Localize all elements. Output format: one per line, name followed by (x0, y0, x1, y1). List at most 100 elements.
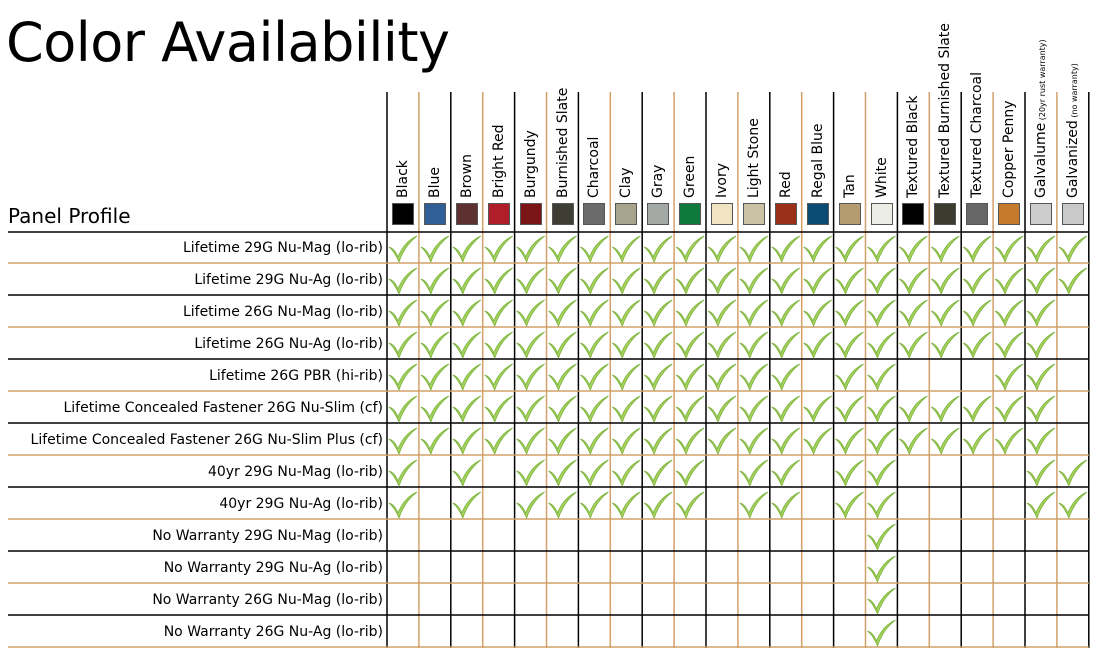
checkmark-icon (994, 395, 1024, 424)
checkmark-icon (707, 395, 737, 424)
color-swatch (647, 203, 670, 225)
checkmark-icon (835, 267, 864, 296)
color-header: Copper Penny (1001, 100, 1017, 198)
checkmark-icon (803, 267, 832, 296)
color-header: Burnished Slate (555, 88, 571, 198)
checkmark-icon (675, 299, 705, 328)
color-header: Textured Charcoal (969, 72, 985, 198)
color-name: Copper Penny (1001, 100, 1018, 198)
color-name: Green (682, 155, 699, 198)
checkmark-icon (516, 235, 545, 264)
checkmark-icon (420, 331, 450, 360)
checkmark-icon (771, 395, 801, 424)
checkmark-icon (675, 427, 705, 456)
checkmark-icon (803, 395, 832, 424)
checkmark-icon (388, 395, 418, 424)
checkmark-icon (739, 427, 769, 456)
color-name: Charcoal (586, 136, 603, 198)
checkmark-icon (675, 395, 705, 424)
color-swatch (487, 203, 510, 225)
checkmark-icon (612, 235, 641, 264)
checkmark-icon (994, 331, 1024, 360)
checkmark-icon (484, 299, 513, 328)
panel-profile-label: Lifetime 29G Nu-Ag (lo-rib) (194, 272, 383, 288)
checkmark-icon (1058, 235, 1088, 264)
color-header: Bright Red (491, 124, 507, 198)
checkmark-icon (452, 235, 482, 264)
checkmark-icon (452, 491, 482, 520)
checkmark-icon (580, 491, 609, 520)
checkmark-icon (484, 331, 513, 360)
checkmark-icon (803, 235, 832, 264)
checkmark-icon (867, 459, 896, 488)
checkmark-icon (739, 235, 769, 264)
color-header: Gray (650, 165, 666, 198)
color-swatch (934, 203, 957, 225)
checkmark-icon (388, 459, 418, 488)
color-header: Green (682, 156, 698, 198)
checkmark-icon (835, 395, 864, 424)
checkmark-icon (962, 235, 992, 264)
checkmark-icon (1058, 459, 1088, 488)
checkmark-icon (1026, 395, 1056, 424)
checkmark-icon (643, 459, 673, 488)
checkmark-icon (835, 491, 864, 520)
checkmark-icon (516, 299, 545, 328)
color-swatch (615, 203, 638, 225)
checkmark-icon (867, 331, 896, 360)
checkmark-icon (612, 363, 641, 392)
checkmark-icon (835, 299, 864, 328)
color-swatch (711, 203, 733, 225)
checkmark-icon (899, 427, 928, 456)
checkmark-icon (580, 395, 609, 424)
checkmark-icon (484, 267, 513, 296)
checkmark-icon (675, 267, 705, 296)
page-title: Color Availability (6, 11, 450, 74)
panel-profile-label: 40yr 29G Nu-Ag (lo-rib) (219, 496, 383, 512)
color-name: Textured Burnished Slate (937, 23, 954, 198)
checkmark-icon (962, 299, 992, 328)
color-swatch (870, 203, 893, 225)
checkmark-icon (548, 331, 577, 360)
checkmark-icon (707, 235, 737, 264)
checkmark-icon (580, 427, 609, 456)
color-name: Tan (841, 174, 858, 198)
color-header: Tan (842, 174, 858, 198)
panel-profile-label: Lifetime 26G Nu-Mag (lo-rib) (182, 304, 383, 320)
checkmark-icon (548, 491, 577, 520)
checkmark-icon (452, 395, 482, 424)
checkmark-icon (899, 267, 928, 296)
checkmark-icon (707, 427, 737, 456)
checkmark-icon (835, 363, 864, 392)
color-name: Gray (650, 164, 667, 198)
checkmark-icon (994, 235, 1024, 264)
checkmark-icon (1026, 267, 1056, 296)
checkmark-icon (388, 491, 418, 520)
color-name: Red (777, 171, 794, 198)
checkmark-icon (612, 267, 641, 296)
checkmark-icon (739, 363, 769, 392)
panel-profile-label: Lifetime 26G Nu-Ag (lo-rib) (194, 336, 383, 352)
checkmark-icon (803, 299, 832, 328)
panel-profile-label: Lifetime Concealed Fastener 26G Nu-Slim … (30, 432, 383, 448)
checkmark-icon (548, 427, 577, 456)
checkmark-icon (612, 491, 641, 520)
checkmark-icon (388, 427, 418, 456)
checkmark-icon (835, 331, 864, 360)
checkmark-icon (643, 331, 673, 360)
color-header: Galvanized (no warranty) (1065, 63, 1083, 198)
checkmark-icon (867, 491, 896, 520)
checkmark-icon (835, 459, 864, 488)
color-header: Regal Blue (810, 124, 826, 199)
color-name: Burnished Slate (554, 87, 571, 198)
color-swatch (742, 203, 765, 225)
checkmark-icon (516, 395, 545, 424)
checkmark-icon (1026, 363, 1056, 392)
color-header: Ivory (714, 163, 730, 198)
checkmark-icon (994, 267, 1024, 296)
color-header: Blue (427, 167, 443, 198)
color-header: Charcoal (586, 137, 602, 198)
checkmark-icon (739, 395, 769, 424)
checkmark-icon (1058, 491, 1088, 520)
checkmark-icon (771, 267, 801, 296)
